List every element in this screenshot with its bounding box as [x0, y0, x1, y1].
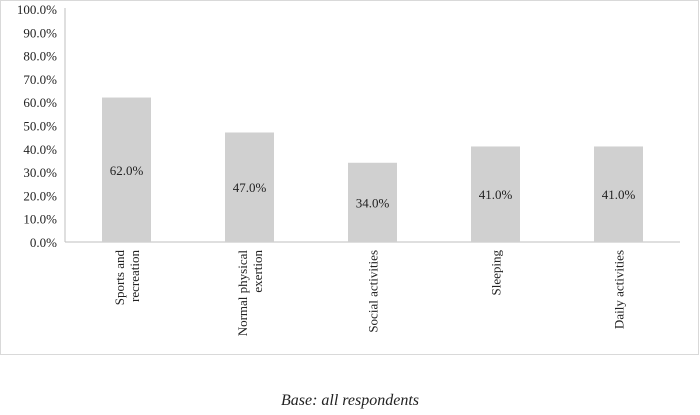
- x-tick-label: Social activities: [366, 250, 381, 333]
- x-tick-label-line: Sports and: [112, 250, 127, 306]
- y-tick-label: 10.0%: [23, 212, 57, 227]
- y-tick-label: 70.0%: [23, 72, 57, 87]
- x-tick-labels: Sports and recreation Normal physical exert…: [112, 250, 627, 337]
- x-tick-label-line: Normal physical: [235, 250, 250, 337]
- bar: [225, 132, 274, 242]
- bar: [471, 146, 520, 242]
- y-tick-label: 20.0%: [23, 188, 57, 203]
- x-tick-label: Sleeping: [489, 250, 504, 296]
- bar: [102, 97, 151, 242]
- y-tick-label: 80.0%: [23, 49, 57, 64]
- bars: [102, 97, 643, 242]
- y-tick-label: 50.0%: [23, 119, 57, 134]
- x-tick-label-line: exertion: [250, 250, 265, 293]
- x-tick-label-line: Social activities: [366, 250, 381, 333]
- data-label: 62.0%: [110, 163, 144, 178]
- x-tick-label: Daily activities: [612, 250, 627, 329]
- data-label: 34.0%: [356, 195, 390, 210]
- y-tick-label: 40.0%: [23, 142, 57, 157]
- bar: [348, 162, 397, 242]
- x-tick-label: Normal physical exertion: [235, 250, 265, 337]
- y-tick-label: 30.0%: [23, 165, 57, 180]
- x-tick-label-line: Daily activities: [612, 250, 627, 329]
- y-tick-label: 0.0%: [30, 235, 57, 250]
- y-tick-label: 100.0%: [17, 2, 57, 17]
- data-label: 41.0%: [602, 187, 636, 202]
- x-tick-label: Sports and recreation: [112, 250, 142, 306]
- data-label: 47.0%: [233, 180, 267, 195]
- y-tick-labels: 0.0% 10.0% 20.0% 30.0% 40.0% 50.0% 60.0% 70.0% 8…: [17, 2, 57, 250]
- bar: [594, 146, 643, 242]
- x-tick-label-line: recreation: [127, 250, 142, 302]
- y-tick-label: 90.0%: [23, 25, 57, 40]
- base-note: Base: all respondents: [280, 392, 420, 409]
- y-tick-label: 60.0%: [23, 95, 57, 110]
- x-tick-label-line: Sleeping: [489, 250, 504, 296]
- data-label: 41.0%: [479, 187, 513, 202]
- data-labels: 62.0% 47.0% 34.0% 41.0% 41.0%: [110, 163, 636, 211]
